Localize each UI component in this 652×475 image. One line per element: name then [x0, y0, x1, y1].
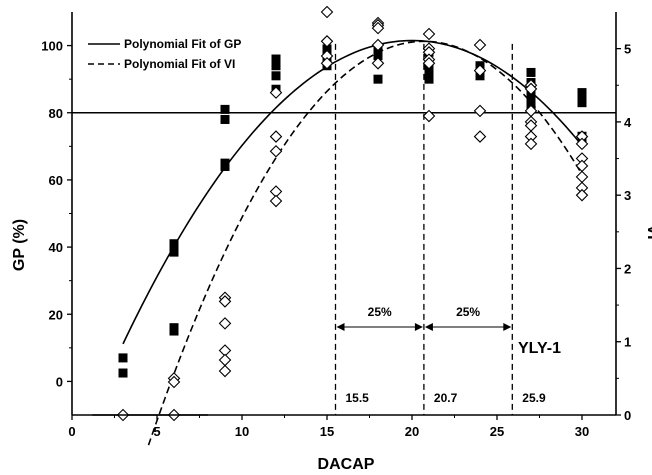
gp-data-point: [118, 353, 128, 363]
legend: Polynomial Fit of GP Polynomial Fit of V…: [88, 37, 241, 71]
span-arrow-left-1: [336, 323, 345, 331]
x-tick-label: 20: [405, 424, 419, 439]
gp-data-point: [271, 61, 281, 71]
gp-data-point: [169, 239, 179, 249]
y-axis-right-title: VI: [644, 224, 652, 239]
gp-data-point: [577, 91, 587, 101]
gp-data-point: [577, 98, 587, 108]
vi-data-point: [218, 353, 232, 367]
y-left-tick-label: 20: [49, 307, 63, 322]
y-right-tick-label: 3: [624, 188, 631, 203]
x-tick-label: 15: [320, 424, 334, 439]
vi-data-point: [524, 82, 538, 96]
vi-data-point: [371, 57, 385, 70]
gp-data-point: [373, 74, 383, 84]
gp-data-point: [322, 44, 332, 54]
gp-data-point: [526, 67, 536, 77]
x-tick-label: 30: [575, 424, 589, 439]
span-label-2: 25%: [456, 305, 480, 319]
gp-data-point: [373, 51, 383, 61]
vi-data-point: [422, 57, 436, 70]
vi-data-point: [218, 317, 232, 330]
gp-data-point: [220, 104, 230, 114]
vi-data-point: [473, 104, 487, 118]
gp-data-point: [220, 114, 230, 124]
y-left-tick-label: 40: [49, 240, 63, 255]
y-left-tick-label: 0: [56, 374, 63, 389]
vi-data-point: [371, 38, 385, 52]
y-right-tick-label: 0: [624, 408, 631, 423]
vi-data-point: [575, 137, 589, 151]
x-tick-label: 25: [490, 424, 504, 439]
y-right-tick-label: 5: [624, 42, 631, 57]
vi-data-point: [473, 38, 487, 52]
y-left-tick-label: 100: [41, 39, 63, 54]
vi-data-point: [371, 21, 385, 35]
vi-data-point: [320, 35, 334, 48]
vi-data-point: [269, 86, 283, 99]
vi-data-point: [269, 144, 283, 158]
vi-data-point: [320, 57, 334, 70]
y-axis-left-title: GP (%): [11, 219, 28, 271]
x-tick-label: 10: [235, 424, 249, 439]
x-tick-label: 5: [153, 424, 160, 439]
span-label-1: 25%: [368, 305, 392, 319]
vi-data-point: [524, 137, 538, 151]
fit-curve-vi: [147, 40, 583, 446]
y-left-tick-label: 60: [49, 173, 63, 188]
vi-data-point: [320, 5, 334, 19]
axis-layer: 0 5 10 15 20 25 30 0 20 40 60 80 100 0 1 2 3 4 5: [41, 12, 632, 439]
vi-data-point: [269, 194, 283, 208]
y-right-tick-label: 4: [624, 115, 632, 130]
fit-curve-gp: [122, 39, 583, 345]
gp-data-point: [526, 94, 536, 104]
y-right-tick-label: 1: [624, 335, 631, 350]
y-right-tick-label: 2: [624, 261, 631, 276]
gp-data-point: [169, 326, 179, 336]
gp-data-point: [271, 54, 281, 64]
gp-data-point: [424, 74, 434, 84]
vi-data-point: [575, 188, 589, 202]
span-arrow-right-2: [503, 323, 512, 331]
vi-data-point: [575, 170, 589, 184]
legend-label-gp: Polynomial Fit of GP: [124, 37, 241, 51]
gp-data-point: [220, 161, 230, 171]
vertical-line-label-3: 25.9: [522, 391, 546, 405]
gp-data-point: [271, 71, 281, 81]
vi-data-point: [269, 130, 283, 143]
sample-id-label: YLY-1: [518, 340, 561, 357]
plot-layer: 15.5 20.7 25.9 25% 25%: [72, 5, 616, 446]
gp-data-point: [169, 247, 179, 257]
vi-data-point: [575, 159, 589, 173]
vertical-line-label-1: 15.5: [346, 391, 370, 405]
vi-data-point: [473, 64, 487, 77]
vi-data-point: [422, 27, 436, 41]
legend-label-vi: Polynomial Fit of VI: [124, 57, 235, 71]
y-left-tick-label: 80: [49, 106, 63, 121]
vi-data-point: [218, 295, 232, 308]
vi-data-point: [218, 364, 232, 378]
x-axis-title: DACAP: [318, 456, 375, 473]
vertical-line-label-2: 20.7: [434, 391, 458, 405]
x-tick-label: 0: [68, 424, 75, 439]
span-arrow-left-2: [424, 323, 433, 331]
vi-data-point: [473, 130, 487, 143]
gp-data-point: [118, 368, 128, 378]
vi-data-point: [167, 375, 181, 389]
span-arrow-right-1: [414, 323, 423, 331]
vi-data-point: [422, 109, 436, 123]
